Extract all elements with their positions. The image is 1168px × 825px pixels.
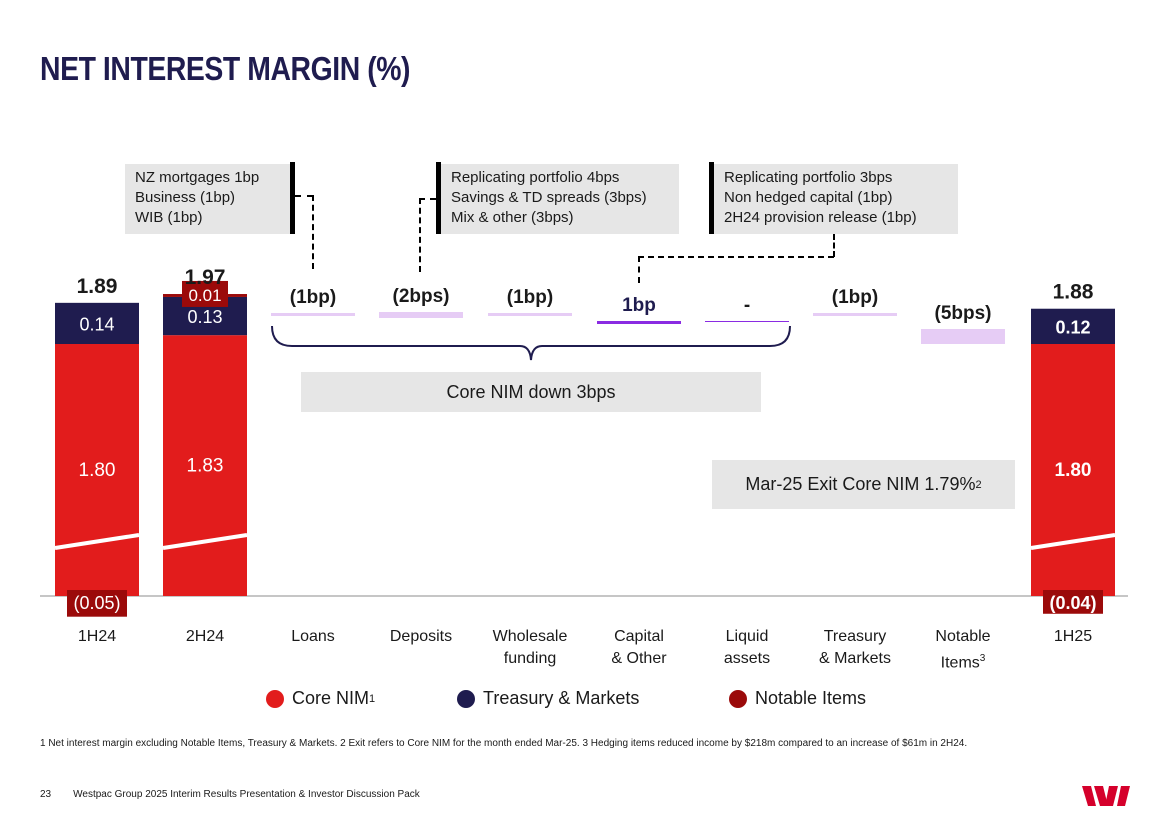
page-title: NET INTEREST MARGIN (%): [40, 50, 411, 87]
movement-label: (2bps): [393, 286, 450, 307]
category-label: Liquid assets: [723, 628, 771, 667]
deposits-callout: Replicating portfolio 4bps Savings & TD …: [441, 164, 679, 234]
legend-label: Notable Items: [755, 688, 867, 708]
callout-line: 2H24 provision release (1bp): [724, 209, 917, 226]
data-label: 1.80: [1055, 460, 1092, 481]
data-label: (0.04): [1049, 593, 1096, 613]
movement-label: -: [744, 295, 750, 316]
category-label: Loans: [291, 628, 335, 645]
callout-line: NZ mortgages 1bp: [135, 169, 260, 186]
callout-line: Business (1bp): [135, 189, 236, 206]
callout-line: Replicating portfolio 4bps: [451, 169, 620, 186]
category-label: Capital & Other: [611, 628, 667, 667]
bar-movement: [597, 321, 681, 324]
bar-movement: [379, 312, 463, 318]
total-label: 1.97: [185, 266, 226, 289]
connector: [833, 234, 835, 257]
bar-core-nim: [55, 344, 139, 596]
data-label: 1.80: [79, 460, 116, 481]
data-label-bg: [182, 280, 228, 307]
movement-label: 1bp: [622, 295, 656, 316]
brace: [271, 325, 791, 361]
legend-swatch: [457, 689, 475, 708]
legend-label: Core NIM: [292, 688, 370, 708]
callout-marker: [436, 162, 441, 234]
connector: [419, 198, 436, 200]
data-label: 0.13: [187, 307, 222, 327]
callout-line: Mix & other (3bps): [451, 209, 574, 226]
connector: [638, 256, 640, 283]
callout-marker: [709, 162, 714, 234]
bar-movement: [488, 313, 572, 316]
legend-swatch: [266, 689, 284, 708]
data-label: 0.14: [79, 314, 114, 334]
exit-core-nim-box: Mar-25 Exit Core NIM 1.79% 2: [712, 460, 1015, 509]
connector: [419, 198, 421, 272]
capital-callout: Replicating portfolio 3bps Non hedged ca…: [714, 164, 958, 234]
loans-callout: NZ mortgages 1bp Business (1bp) WIB (1bp…: [125, 164, 290, 234]
page-number: 23: [40, 789, 52, 800]
callout-line: WIB (1bp): [135, 209, 203, 226]
legend-treasury-markets: Treasury & Markets: [457, 688, 639, 709]
connector: [295, 195, 313, 197]
bar-movement: [921, 329, 1005, 344]
category-label: Deposits: [389, 628, 453, 645]
category-label: 2H24: [185, 628, 225, 645]
callout-line: Replicating portfolio 3bps: [724, 169, 893, 186]
axis-break: [1030, 533, 1116, 550]
axis-break: [54, 533, 140, 550]
movement-label: (1bp): [507, 287, 553, 308]
category-label: Treasury & Markets: [818, 628, 891, 667]
callout-line: Savings & TD spreads (3bps): [451, 189, 647, 206]
bar-notable-items: [1043, 590, 1103, 614]
connector: [312, 195, 314, 269]
data-label: (0.05): [73, 593, 120, 613]
data-label: 0.01: [188, 286, 221, 305]
bar-notable-items: [67, 590, 127, 617]
core-nim-box: Core NIM down 3bps: [301, 372, 761, 412]
callout-marker: [290, 162, 295, 234]
exit-core-nim-sup: 2: [975, 478, 982, 491]
callout-line: Non hedged capital (1bp): [724, 189, 893, 206]
total-label: 1.89: [77, 275, 118, 298]
bar-treasury-markets: [55, 302, 139, 344]
connector: [638, 256, 834, 258]
total-label: 1.88: [1053, 281, 1094, 304]
footer-text: Westpac Group 2025 Interim Results Prese…: [73, 789, 420, 800]
bar-movement: [705, 321, 789, 322]
category-label: Wholesale funding: [492, 628, 568, 667]
bar-core-nim: [1031, 344, 1115, 596]
data-label: 1.83: [187, 456, 224, 477]
footnote: 1 Net interest margin excluding Notable …: [40, 738, 968, 749]
bar-movement: [813, 313, 897, 316]
bar-core-nim: [163, 335, 247, 596]
axis-break: [162, 533, 248, 550]
legend-core-nim: Core NIM 1: [266, 688, 375, 709]
exit-core-nim-text: Mar-25 Exit Core NIM 1.79%: [745, 474, 976, 494]
legend-swatch: [729, 689, 747, 708]
movement-label: (5bps): [935, 303, 992, 324]
movement-label: (1bp): [290, 287, 336, 308]
category-label: Notable Items3: [935, 628, 991, 672]
legend-notable-items: Notable Items: [729, 688, 866, 709]
category-label: 1H24: [77, 628, 117, 645]
westpac-logo-icon: [1082, 786, 1130, 806]
footer: 23 Westpac Group 2025 Interim Results Pre…: [40, 789, 420, 800]
legend-label: Treasury & Markets: [483, 688, 640, 708]
data-label: 0.12: [1055, 317, 1090, 337]
category-label: 1H25: [1053, 628, 1093, 645]
movement-label: (1bp): [832, 287, 878, 308]
bar-treasury-markets: [1031, 308, 1115, 344]
bar-movement: [271, 313, 355, 316]
